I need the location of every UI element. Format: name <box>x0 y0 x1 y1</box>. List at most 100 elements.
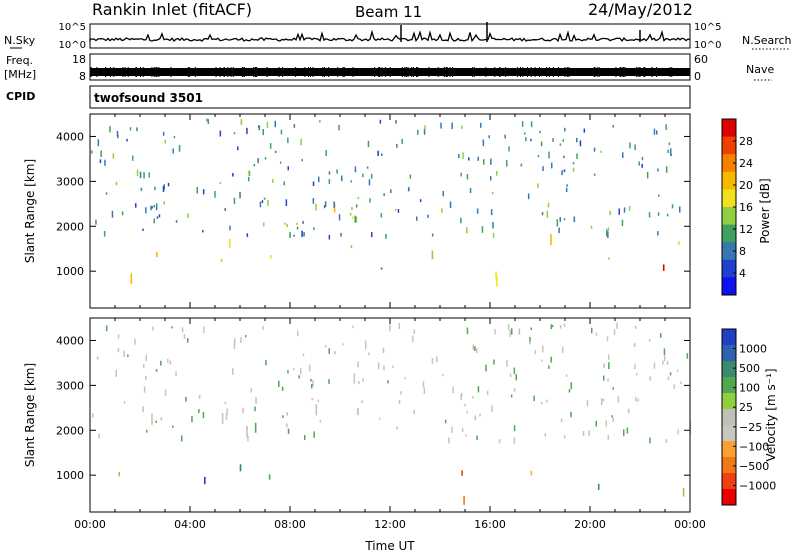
velocity-cell <box>250 388 252 393</box>
velocity-cell <box>474 415 476 421</box>
velocity-cell <box>247 436 249 442</box>
power-cell <box>274 150 277 153</box>
power-cell <box>206 118 208 122</box>
velocity-cell <box>563 323 566 327</box>
power-cell <box>136 127 138 132</box>
velocity-cell <box>475 348 478 354</box>
velocity-cell <box>542 345 544 353</box>
velocity-cell <box>400 391 402 395</box>
velocity-cell <box>167 358 169 363</box>
power-cell <box>565 187 568 192</box>
velocity-cell <box>463 496 465 505</box>
power-cell <box>266 121 269 128</box>
power-cell <box>590 225 593 229</box>
power-cell <box>261 200 264 203</box>
power-cell <box>496 276 498 287</box>
velocity-cell <box>96 356 99 360</box>
velocity-cell <box>145 375 147 381</box>
velocity-cell <box>412 335 414 343</box>
velocity-cell <box>396 426 398 430</box>
velocity-cell <box>224 401 227 405</box>
power-cell <box>678 241 680 246</box>
freq-strip: Freq. [MHz] 18 8 60 0 Nave <box>4 53 774 83</box>
velocity-cell <box>309 364 311 372</box>
power-cell <box>628 205 631 211</box>
power-cell <box>530 121 533 128</box>
velocity-cell <box>627 408 630 414</box>
y-tick-label: 4000 <box>56 334 84 347</box>
velocity-cell <box>600 398 603 405</box>
velocity-cell <box>240 337 242 343</box>
power-cell <box>219 181 222 185</box>
power-cell <box>274 120 276 128</box>
velocity-cell <box>494 329 496 335</box>
power-cell <box>103 231 106 237</box>
power-cell <box>237 146 239 151</box>
power-cell <box>126 139 128 142</box>
power-cell <box>618 208 620 215</box>
power-cell <box>607 231 609 238</box>
velocity-cell <box>660 333 662 338</box>
power-cell <box>600 150 602 153</box>
x-tick-label: 00:00 <box>74 518 106 531</box>
velocity-cell <box>530 470 533 476</box>
power-cell <box>556 219 558 222</box>
velocity-cell <box>444 419 447 424</box>
power-cell <box>646 171 649 179</box>
colorbar-swatch <box>722 242 736 261</box>
power-cell <box>504 134 506 139</box>
velocity-cell <box>506 360 508 367</box>
colorbar-swatch <box>722 409 736 426</box>
velocity-cell <box>605 420 607 427</box>
power-cell <box>164 139 166 144</box>
velocity-cell <box>123 401 126 404</box>
time-axis-label: Time UT <box>364 539 415 553</box>
power-plot-area <box>90 114 690 308</box>
velocity-cell <box>334 351 336 355</box>
velocity-cell <box>634 343 636 348</box>
power-x-ticks <box>89 114 691 308</box>
y-tick-label: 3000 <box>56 379 84 392</box>
power-cell <box>419 199 422 203</box>
velocity-cell <box>649 437 651 444</box>
velocity-cell <box>268 474 271 480</box>
velocity-cell <box>667 376 670 380</box>
power-cell <box>312 198 315 204</box>
power-cell <box>623 207 626 213</box>
power-cell <box>300 138 302 146</box>
velocity-cell <box>612 387 614 390</box>
power-cell <box>350 180 352 183</box>
colorbar-swatch <box>722 189 736 208</box>
power-cell <box>248 171 250 175</box>
velocity-cell <box>550 324 553 327</box>
power-cell <box>525 137 527 142</box>
power-cell <box>385 233 387 239</box>
velocity-cell <box>665 439 668 444</box>
power-cell <box>283 181 285 186</box>
power-cell <box>607 227 610 231</box>
velocity-cell <box>466 327 469 335</box>
power-cell <box>151 206 153 209</box>
velocity-cell <box>534 350 537 355</box>
power-cell <box>111 210 114 218</box>
power-cell <box>558 227 560 234</box>
velocity-cell <box>611 415 613 418</box>
velocity-cell <box>181 435 183 442</box>
power-cell <box>264 157 267 160</box>
power-cell <box>95 219 97 225</box>
power-cell <box>285 199 288 206</box>
velocity-cell <box>550 356 552 363</box>
velocity-cell <box>550 324 553 330</box>
velocity-cell <box>313 431 315 438</box>
power-cell <box>355 216 358 223</box>
power-cell <box>563 155 565 159</box>
velocity-cell <box>474 346 476 351</box>
power-cell <box>657 231 659 236</box>
power-cell <box>394 208 397 211</box>
velocity-cell <box>155 420 157 423</box>
velocity-cell <box>509 330 511 337</box>
power-cell <box>130 273 133 285</box>
power-cell <box>431 233 434 237</box>
velocity-x-axis: 00:00 04:00 08:00 12:00 16:00 20:00 00:00 <box>74 318 706 531</box>
colorbar-swatch <box>722 457 736 474</box>
